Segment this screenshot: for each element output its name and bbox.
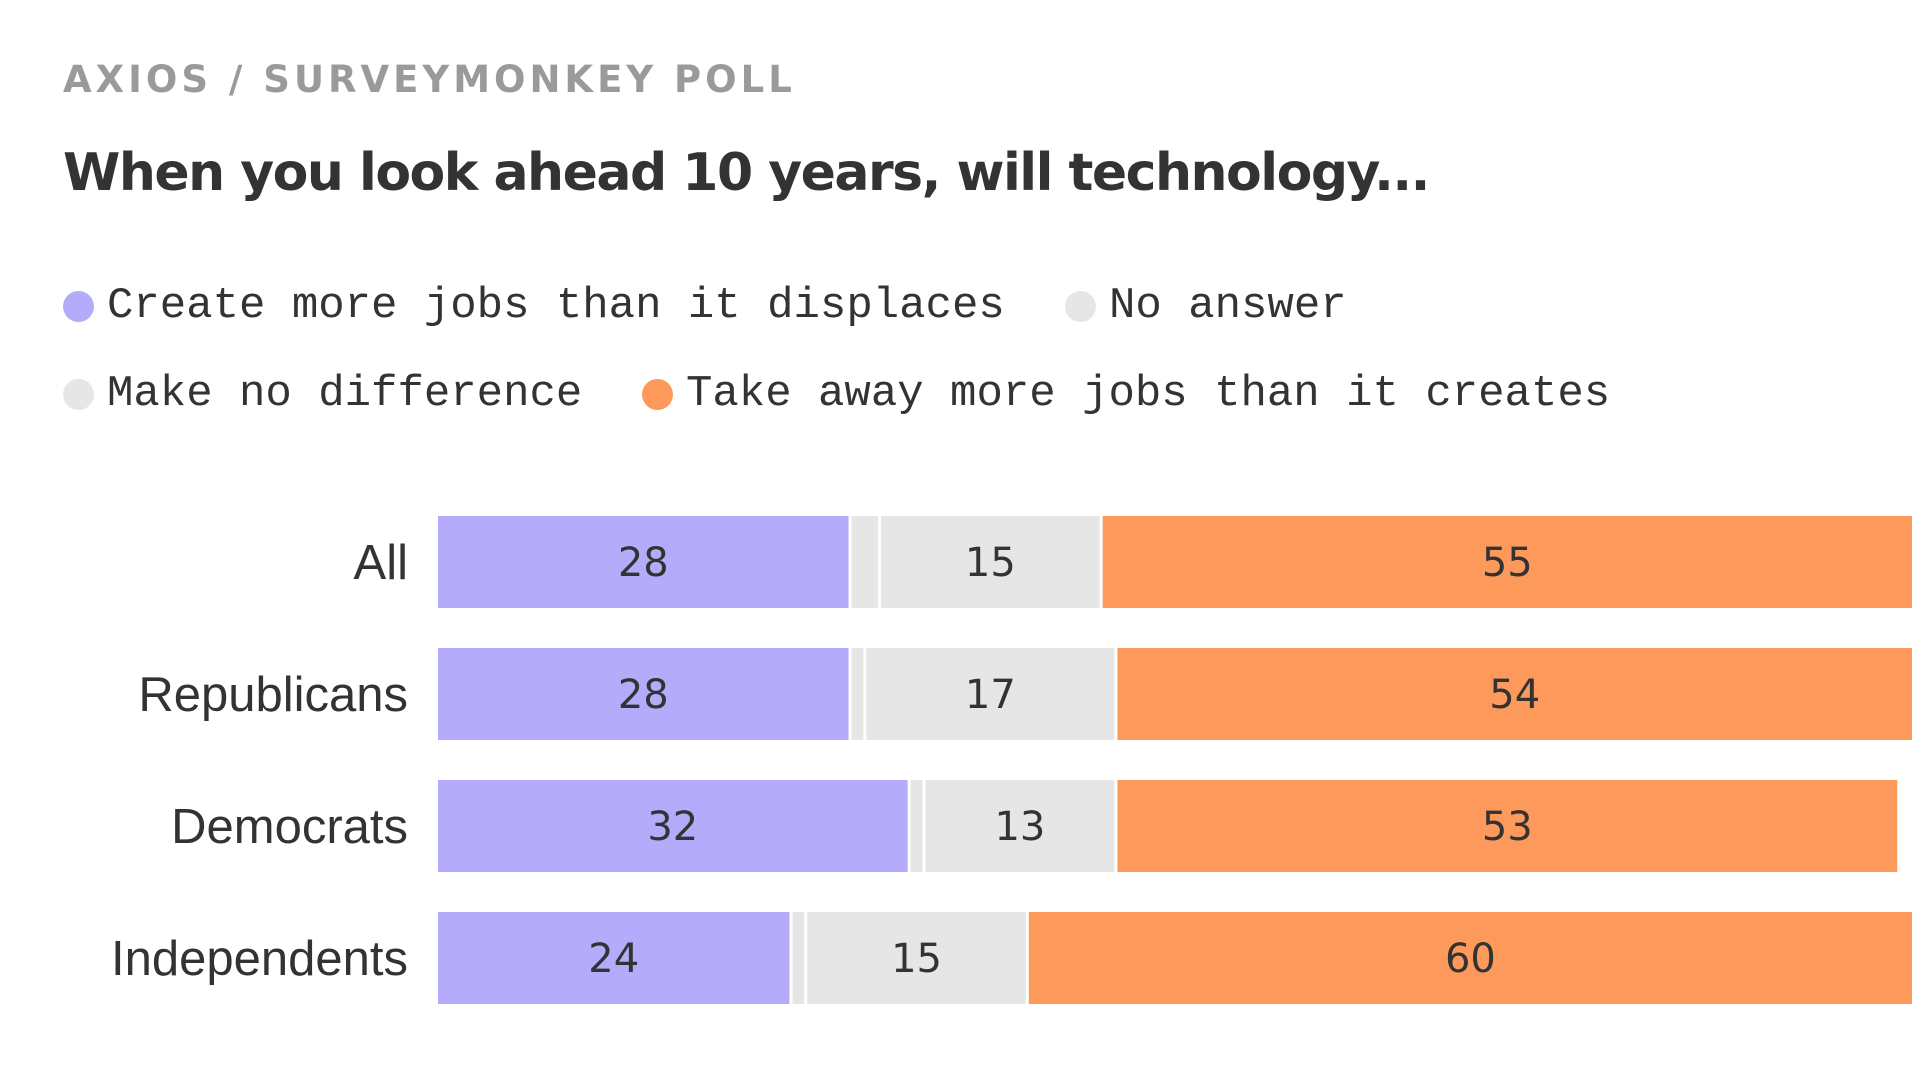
legend-item-no-difference: Make no difference [63, 364, 582, 424]
data-label-independents-take-away-more-jobs-than-it-creates: 60 [1445, 936, 1496, 982]
category-label-republicans: Republicans [138, 668, 408, 722]
legend-dot-create-more-jobs [63, 290, 94, 322]
bar-democrats-make-no-difference [925, 780, 1115, 872]
bar-democrats-no-answer [910, 780, 923, 872]
data-label-republicans-take-away-more-jobs-than-it-creates: 54 [1489, 672, 1540, 718]
category-label-independents: Independents [111, 932, 408, 986]
legend-dot-no-answer [1065, 290, 1096, 322]
bar-independents-make-no-difference [807, 912, 1026, 1004]
bar-independents-create-more-jobs-than-it-displaces [438, 912, 790, 1004]
legend-dot-take-away-jobs [642, 378, 673, 410]
legend-label-take-away-jobs: Take away more jobs than it creates [686, 369, 1611, 419]
legend-label-no-answer: No answer [1109, 281, 1347, 331]
legend-item-no-answer: No answer [1065, 276, 1347, 336]
data-label-republicans-create-more-jobs-than-it-displaces: 28 [618, 672, 669, 718]
legend-item-take-away-jobs: Take away more jobs than it creates [642, 364, 1610, 424]
category-label-all: All [354, 536, 408, 590]
legend-item-create-more-jobs: Create more jobs than it displaces [63, 276, 1005, 336]
legend-label-create-more-jobs: Create more jobs than it displaces [107, 281, 1005, 331]
bar-all-create-more-jobs-than-it-displaces [438, 516, 849, 608]
category-label-democrats: Democrats [171, 800, 408, 854]
legend: Create more jobs than it displaces No an… [63, 0, 1863, 419]
data-label-all-take-away-more-jobs-than-it-creates: 55 [1482, 540, 1533, 586]
data-label-republicans-make-no-difference: 17 [965, 672, 1016, 718]
source-label: AXIOS / SURVEYMONKEY POLL [63, 58, 796, 101]
data-label-democrats-take-away-more-jobs-than-it-creates: 53 [1482, 804, 1533, 850]
data-label-democrats-make-no-difference: 13 [994, 804, 1045, 850]
bar-democrats-take-away-more-jobs-than-it-creates [1117, 780, 1898, 872]
bar-independents-no-answer [792, 912, 805, 1004]
data-label-all-create-more-jobs-than-it-displaces: 28 [618, 540, 669, 586]
legend-label-no-difference: Make no difference [107, 369, 583, 419]
data-label-all-make-no-difference: 15 [965, 540, 1016, 586]
chart-title: When you look ahead 10 years, will techn… [63, 143, 1430, 203]
data-label-democrats-create-more-jobs-than-it-displaces: 32 [647, 804, 698, 850]
bar-republicans-make-no-difference [866, 648, 1115, 740]
bar-republicans-take-away-more-jobs-than-it-creates [1117, 648, 1912, 740]
legend-dot-no-difference [63, 378, 94, 410]
bar-democrats-create-more-jobs-than-it-displaces [438, 780, 908, 872]
bar-all-no-answer [851, 516, 879, 608]
bar-all-take-away-more-jobs-than-it-creates [1102, 516, 1912, 608]
data-label-independents-create-more-jobs-than-it-displaces: 24 [588, 936, 639, 982]
bar-republicans-create-more-jobs-than-it-displaces [438, 648, 849, 740]
bar-all-make-no-difference [881, 516, 1100, 608]
bar-independents-take-away-more-jobs-than-it-creates [1028, 912, 1912, 1004]
data-label-independents-make-no-difference: 15 [891, 936, 942, 982]
bar-republicans-no-answer [851, 648, 864, 740]
